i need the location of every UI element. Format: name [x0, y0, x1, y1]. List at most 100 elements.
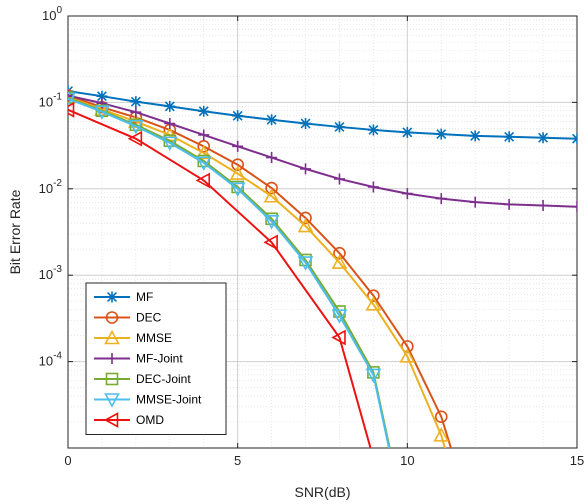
data-point-mf [232, 110, 244, 122]
legend-label-dec-joint: DEC-Joint [136, 372, 191, 386]
y-tick-label: 10-3 [39, 264, 63, 282]
axes [67, 15, 578, 449]
legend-marker-mf [106, 291, 118, 303]
data-point-dec-joint [95, 104, 109, 118]
series-line-mf [68, 90, 577, 140]
axes-box [67, 15, 578, 449]
legend-label-mf-joint: MF-Joint [136, 352, 183, 366]
y-tick-label: 10-2 [39, 178, 63, 196]
data-point-mmse-joint [128, 119, 144, 135]
data-point-mmse [399, 348, 416, 363]
data-point-mf [435, 128, 447, 140]
data-point-mf [503, 131, 515, 143]
data-point-mmse [331, 254, 348, 269]
data-point-mf [367, 124, 379, 136]
series-mmse-joint [68, 92, 390, 448]
data-point-mmse-joint [263, 215, 280, 230]
data-point-mf [266, 114, 278, 126]
series-line-omd [68, 108, 372, 448]
legend-label-mmse: MMSE [136, 331, 172, 345]
data-point-omd [263, 234, 278, 251]
legend-entry-mmse-joint: MMSE-Joint [94, 393, 202, 408]
data-point-mmse [263, 188, 280, 203]
data-point-mmse-joint [161, 136, 178, 152]
legend-marker-mmse [104, 329, 120, 345]
data-point-mmse [195, 144, 212, 160]
data-point-mf [469, 130, 481, 142]
data-point-mmse-joint [229, 182, 246, 197]
tick-labels: 0 5 10 15 100 10-1 10-2 10-3 10-4 [39, 5, 585, 468]
data-point-mf-joint [130, 106, 142, 118]
data-point-mf [130, 96, 142, 108]
y-tick-label: 10-1 [39, 91, 63, 109]
data-point-mf-joint [571, 201, 577, 213]
legend-label-mf: MF [136, 290, 153, 304]
data-point-mf [96, 90, 108, 102]
series-line-dec-joint [68, 96, 391, 448]
legend-label-omd: OMD [136, 413, 164, 427]
data-point-dec [299, 211, 312, 225]
data-point-mf [164, 100, 176, 112]
data-point-omd [195, 172, 211, 189]
data-point-mf-joint [198, 129, 210, 141]
legend-marker-mmse-joint [104, 393, 120, 408]
data-point-mf-joint [333, 173, 345, 185]
data-point-dec [367, 289, 380, 302]
data-point-mf-joint [164, 117, 176, 129]
series-line-mmse-joint [68, 97, 390, 448]
data-point-mf-joint [266, 152, 278, 164]
data-point-omd [331, 329, 346, 346]
data-point-omd [68, 102, 75, 118]
series-group [68, 85, 577, 448]
data-point-mf [333, 121, 345, 133]
data-point-mf [401, 126, 413, 138]
legend-entry-dec: DEC [94, 311, 162, 325]
data-point-mmse [365, 296, 382, 311]
data-point-mmse-joint [331, 309, 348, 324]
legend-marker-mf-joint [106, 353, 118, 364]
series-mf [68, 85, 577, 145]
series-line-mmse [68, 96, 447, 448]
data-point-mmse-joint [68, 92, 76, 108]
series-mf-joint [68, 90, 577, 213]
data-point-omd [127, 130, 143, 147]
data-point-mf-joint [537, 200, 549, 212]
legend-entry-mf: MF [94, 290, 153, 304]
legend-entry-omd: OMD [94, 412, 164, 428]
legend-marker-omd [103, 412, 119, 428]
legend-marker-dec-joint [105, 372, 119, 386]
y-tick-label: 10-4 [39, 351, 63, 369]
y-axis-label: Bit Error Rate [7, 189, 23, 274]
legend-marker-dec [105, 311, 119, 324]
data-point-mf-joint [232, 140, 244, 152]
data-point-mf-joint [503, 198, 515, 210]
legend-label-dec: DEC [136, 311, 162, 325]
x-tick-label: 15 [570, 453, 584, 468]
data-point-dec-joint [231, 180, 244, 194]
data-point-mf-joint [435, 193, 447, 205]
data-point-mmse-joint [94, 105, 110, 120]
data-point-dec-joint [68, 91, 75, 105]
legend-entry-mf-joint: MF-Joint [94, 352, 183, 366]
series-line-mf-joint [68, 94, 577, 208]
legend-entry-dec-joint: DEC-Joint [94, 372, 191, 386]
data-point-mf [537, 132, 549, 144]
legend-entry-mmse: MMSE [94, 329, 172, 345]
data-point-mf [300, 117, 312, 129]
x-tick-label: 5 [234, 453, 241, 468]
data-point-mmse-joint [297, 256, 314, 271]
data-point-mmse-joint [365, 368, 382, 384]
x-tick-label: 0 [64, 453, 71, 468]
series-omd [68, 102, 372, 448]
data-point-dec [434, 410, 448, 424]
data-point-mmse [297, 217, 314, 233]
data-point-dec [265, 181, 278, 195]
x-tick-label: 10 [400, 453, 414, 468]
data-point-mf-joint [68, 90, 74, 102]
y-tick-label: 100 [42, 5, 62, 23]
data-point-mf-joint [469, 196, 481, 208]
data-point-mf-joint [300, 163, 312, 175]
data-point-dec [333, 246, 346, 260]
data-point-mmse [433, 427, 450, 442]
